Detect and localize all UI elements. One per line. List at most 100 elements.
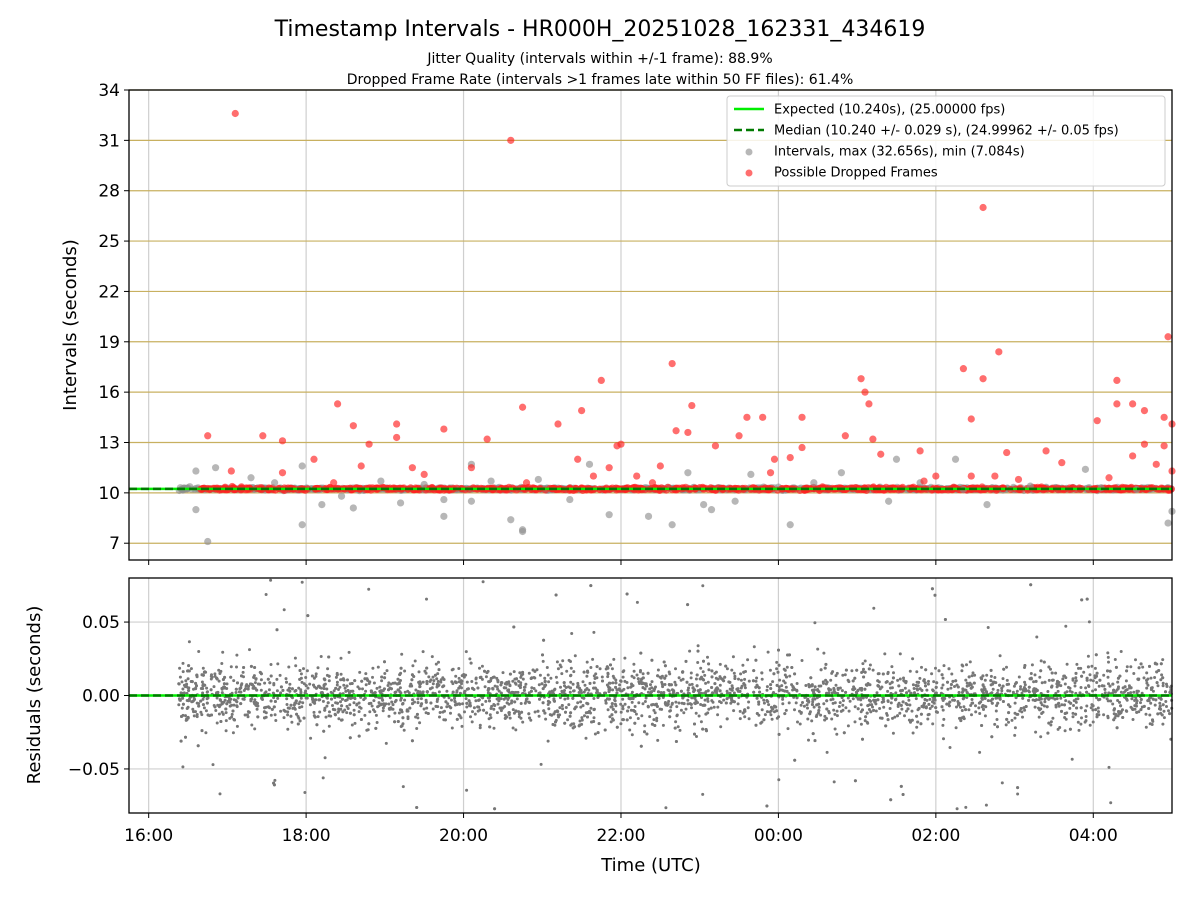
residual-point bbox=[946, 680, 949, 684]
residual-point bbox=[269, 674, 273, 678]
interval-point bbox=[192, 467, 200, 475]
residual-point bbox=[883, 652, 887, 656]
residual-point bbox=[898, 711, 902, 715]
residual-point bbox=[194, 681, 198, 685]
residual-point bbox=[674, 720, 678, 724]
residual-point bbox=[1106, 699, 1110, 703]
residual-point bbox=[609, 663, 612, 667]
residual-point bbox=[723, 675, 727, 679]
dropped-frame-point bbox=[393, 433, 401, 442]
residual-point bbox=[626, 686, 630, 690]
residual-point bbox=[589, 706, 593, 710]
residual-point bbox=[834, 674, 838, 678]
residual-point bbox=[643, 724, 647, 728]
residual-point bbox=[689, 671, 693, 675]
residual-point bbox=[1135, 689, 1139, 693]
residual-point bbox=[512, 711, 516, 715]
residual-point bbox=[909, 691, 913, 695]
residual-point bbox=[786, 727, 790, 731]
residual-point bbox=[928, 707, 932, 710]
residual-point bbox=[583, 683, 587, 687]
residual-point bbox=[894, 698, 897, 702]
residual-point bbox=[184, 735, 187, 739]
residual-point bbox=[703, 698, 707, 702]
dropped-frame-point bbox=[684, 428, 692, 437]
residual-point bbox=[838, 686, 842, 690]
residual-point bbox=[518, 686, 522, 689]
residual-point bbox=[949, 686, 953, 690]
residual-point bbox=[1130, 697, 1134, 701]
residual-point bbox=[969, 704, 973, 707]
residual-point bbox=[232, 703, 236, 707]
residual-point bbox=[512, 670, 516, 674]
interval-point bbox=[684, 469, 692, 477]
residual-point bbox=[263, 681, 267, 685]
residual-point bbox=[638, 670, 642, 674]
residual-point bbox=[738, 689, 742, 693]
residual-point bbox=[532, 676, 536, 679]
residual-point bbox=[800, 659, 804, 662]
residual-point bbox=[693, 696, 697, 700]
residual-point bbox=[909, 720, 912, 724]
residual-point bbox=[437, 683, 441, 687]
residual-point bbox=[1102, 673, 1106, 677]
residual-point bbox=[1042, 660, 1046, 664]
interval-point bbox=[420, 480, 428, 489]
residual-point bbox=[272, 705, 276, 709]
dropped-frame-point bbox=[1129, 400, 1137, 408]
residual-point bbox=[446, 702, 450, 706]
residual-point bbox=[1049, 667, 1052, 671]
dropped-frame-point bbox=[420, 470, 428, 478]
residual-point bbox=[420, 702, 424, 706]
residual-point bbox=[1065, 662, 1069, 666]
y-tick-label: 7 bbox=[109, 534, 120, 554]
residual-point bbox=[769, 709, 773, 713]
residual-point bbox=[844, 706, 848, 710]
residual-point bbox=[710, 675, 714, 679]
residual-point bbox=[418, 685, 422, 689]
residual-point bbox=[323, 756, 327, 760]
residual-point bbox=[249, 664, 253, 668]
dropped-frame-point bbox=[959, 365, 968, 373]
dropped-frame-point bbox=[688, 401, 696, 410]
residual-point bbox=[880, 716, 884, 720]
residual-point bbox=[478, 666, 481, 670]
residual-point bbox=[1134, 658, 1137, 662]
dropped-frame-point bbox=[991, 472, 999, 480]
residual-point bbox=[282, 608, 286, 612]
residual-point bbox=[550, 713, 554, 717]
residual-point bbox=[215, 696, 219, 700]
intervals-x-ticks bbox=[148, 560, 1094, 565]
residual-point bbox=[483, 685, 487, 689]
residual-point bbox=[687, 686, 690, 690]
residual-point bbox=[1022, 706, 1026, 710]
residual-point bbox=[832, 708, 836, 712]
residual-point bbox=[1091, 689, 1095, 693]
residual-point bbox=[989, 674, 993, 678]
residual-point bbox=[414, 715, 418, 719]
residual-point bbox=[372, 699, 376, 703]
residual-point bbox=[1060, 703, 1064, 707]
residual-point bbox=[1073, 684, 1077, 688]
residual-point bbox=[615, 688, 619, 692]
residual-point bbox=[923, 698, 927, 701]
residual-point bbox=[946, 687, 950, 691]
residual-point bbox=[1097, 710, 1100, 714]
dropped-frame-point bbox=[440, 425, 448, 433]
residual-point bbox=[1142, 704, 1146, 708]
residual-point bbox=[840, 689, 844, 693]
residual-point bbox=[1129, 665, 1133, 669]
residual-point bbox=[696, 644, 700, 648]
residual-point bbox=[1013, 716, 1017, 720]
residual-point bbox=[291, 696, 294, 700]
dropped-frame-point bbox=[1093, 417, 1101, 425]
residual-point bbox=[284, 677, 288, 681]
residual-point bbox=[1149, 701, 1153, 705]
residual-point bbox=[701, 584, 705, 588]
residual-point bbox=[622, 687, 626, 691]
residual-point bbox=[1058, 726, 1062, 729]
residual-point bbox=[1077, 666, 1080, 670]
residual-point bbox=[632, 669, 636, 673]
residual-point bbox=[1159, 697, 1163, 701]
residual-point bbox=[246, 715, 250, 719]
